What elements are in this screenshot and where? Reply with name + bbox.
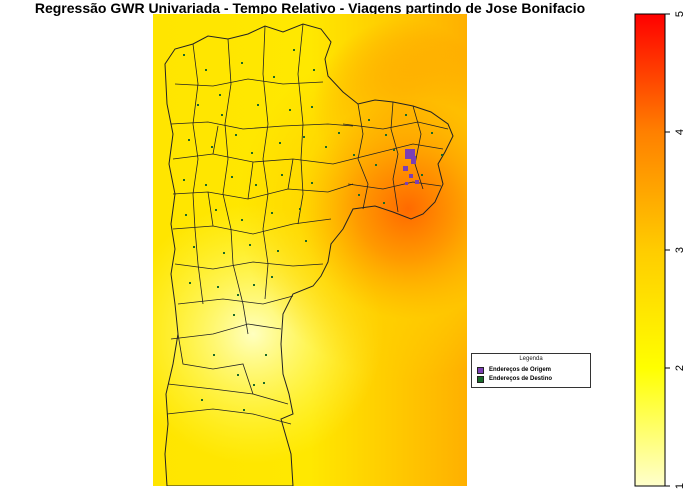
scale-tick-3: 3 (674, 247, 686, 253)
scale-ticks (665, 13, 670, 487)
scale-tick-1: 1 (674, 483, 686, 489)
legend-title: Legenda (519, 356, 543, 362)
legend-item-destination: Endereços de Destino (477, 375, 552, 383)
municipality-outline (164, 23, 454, 486)
scale-tick-5: 5 (674, 11, 686, 17)
legend-item-origin: Endereços de Origem (477, 366, 551, 374)
destination-points (183, 49, 443, 411)
legend-label-origin: Endereços de Origem (489, 367, 552, 373)
legend-label-destination: Endereços de Destino (489, 376, 553, 382)
destination-swatch (477, 375, 484, 383)
legend: Legenda Endereços de Origem Endereços de… (471, 353, 591, 388)
scale-tick-4: 4 (674, 129, 686, 135)
scale-bar (634, 13, 666, 487)
map-title: Regressão GWR Univariada - Tempo Relativ… (34, 0, 586, 16)
gwr-map (153, 14, 467, 486)
color-scale: 1 2 3 4 5 (634, 11, 686, 489)
surface-hotspot (153, 14, 467, 486)
district-boundaries (166, 23, 449, 425)
origin-swatch (477, 366, 484, 374)
origin-points (403, 149, 419, 185)
scale-tick-2: 2 (674, 365, 686, 371)
